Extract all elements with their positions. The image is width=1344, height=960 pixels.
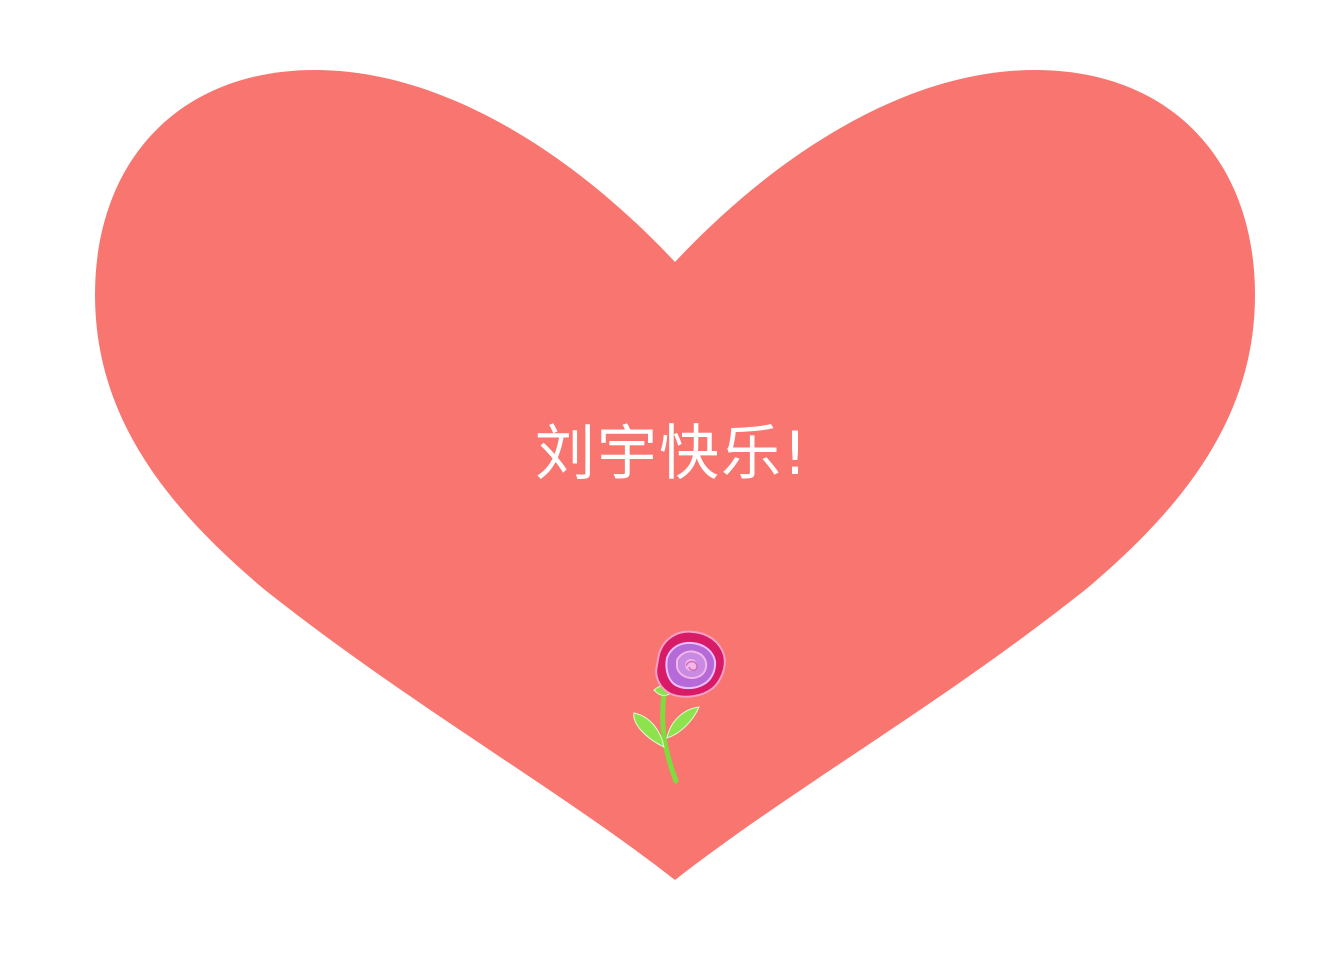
rose-leaf-left xyxy=(633,712,665,748)
heart-shape xyxy=(95,70,1255,880)
rose-icon xyxy=(633,630,726,784)
rose-stem xyxy=(660,691,679,784)
rose-swirl xyxy=(685,660,698,671)
rose-leaf-right xyxy=(666,706,700,739)
greeting-text: 刘宇快乐! xyxy=(534,419,810,489)
